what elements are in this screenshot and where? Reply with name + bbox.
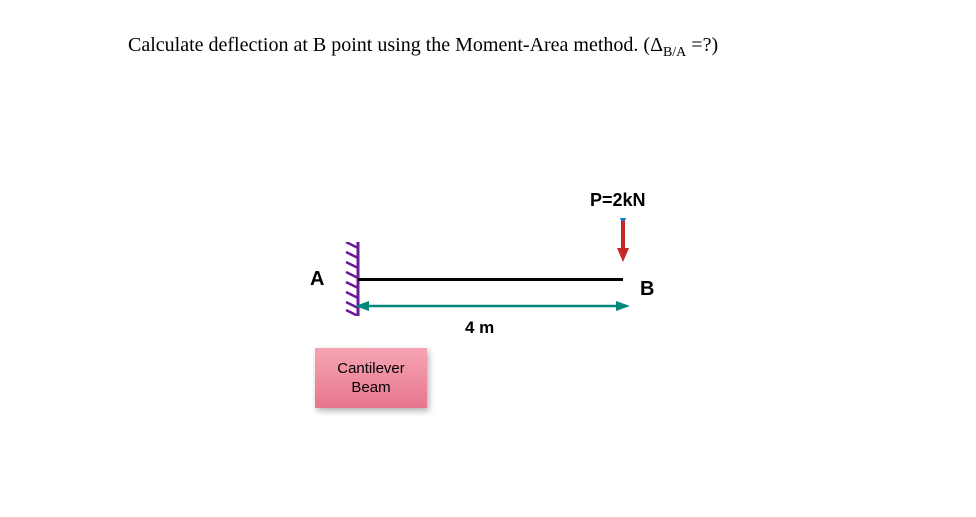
dimension-label: 4 m [465,318,494,338]
dimension-arrow-icon [355,298,630,314]
sticky-line1: Cantilever [337,359,405,379]
problem-suffix: =?) [686,34,718,56]
beam-diagram: P=2kN A B 4 m Cantilever Beam [300,190,700,390]
problem-statement: Calculate deflection at B point using th… [128,34,718,61]
point-a-label: A [310,268,324,291]
problem-prefix: Calculate deflection at B point using th… [128,34,663,56]
sticky-note: Cantilever Beam [315,348,427,408]
problem-subscript: B/A [663,45,686,60]
point-b-label: B [640,278,654,301]
sticky-line2: Beam [351,378,390,398]
load-arrow-icon [617,218,637,264]
load-label: P=2kN [590,190,646,211]
beam-line [358,278,623,281]
